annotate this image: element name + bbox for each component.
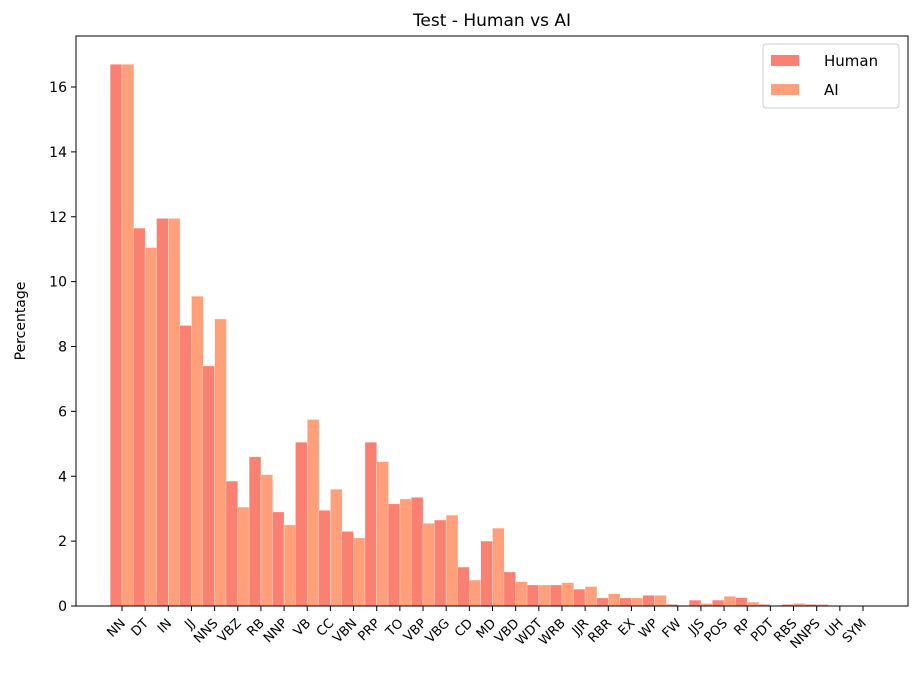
- x-tick-label: WRB: [536, 616, 568, 648]
- bar-human-rbr: [596, 598, 608, 606]
- legend-label-ai: AI: [824, 81, 839, 99]
- bar-human-rp: [735, 598, 747, 606]
- x-tick-label: FW: [660, 616, 685, 641]
- bar-ai-rp: [747, 602, 759, 606]
- x-tick-label: PDT: [748, 616, 777, 645]
- x-tick-label: WP: [636, 616, 661, 641]
- y-tick-label: 6: [58, 404, 67, 420]
- bar-ai-vbn: [354, 538, 366, 606]
- bar-ai-vb: [307, 419, 319, 606]
- x-tick-label: VBN: [330, 616, 360, 646]
- bar-ai-nns: [215, 319, 227, 606]
- bar-ai-rbr: [608, 594, 620, 606]
- bar-ai-vbz: [238, 507, 250, 606]
- x-tick-label: CD: [452, 616, 476, 640]
- bar-human-dt: [133, 228, 145, 606]
- x-tick-label: PRP: [355, 616, 383, 644]
- bar-human-vbn: [342, 531, 354, 606]
- x-tick-label: RBR: [585, 616, 615, 646]
- bar-ai-prp: [377, 462, 389, 606]
- bar-ai-jj: [191, 296, 203, 606]
- bar-ai-jjr: [585, 587, 597, 606]
- y-tick-label: 2: [58, 534, 67, 550]
- y-axis-label: Percentage: [13, 282, 29, 361]
- x-tick-label: IN: [155, 616, 175, 636]
- bar-ai-md: [493, 528, 505, 606]
- bar-human-rb: [249, 457, 261, 606]
- y-tick-label: 8: [58, 340, 67, 356]
- bar-ai-vbg: [446, 515, 458, 606]
- bar-human-to: [388, 504, 400, 606]
- bar-ai-in: [168, 218, 180, 606]
- bar-ai-rb: [261, 475, 273, 606]
- bar-ai-to: [400, 499, 412, 606]
- bar-human-vbg: [434, 520, 446, 606]
- bar-ai-nn: [122, 64, 134, 606]
- bar-human-cd: [458, 567, 470, 606]
- bar-ai-vbp: [423, 523, 435, 606]
- bar-human-wp: [643, 595, 655, 606]
- y-tick-label: 10: [49, 275, 67, 291]
- bar-ai-nnp: [284, 525, 296, 606]
- bar-ai-pos: [724, 596, 736, 606]
- bar-human-jjs: [689, 600, 701, 606]
- x-tick-label: SYM: [840, 616, 870, 646]
- bar-human-cc: [319, 510, 331, 606]
- x-tick-label: VBP: [401, 616, 430, 645]
- x-tick-label: VBZ: [215, 616, 245, 646]
- bar-human-wrb: [550, 585, 562, 606]
- x-tick-label: NN: [104, 616, 128, 640]
- chart-title: Test - Human vs AI: [412, 11, 571, 31]
- x-tick-label: VB: [291, 616, 314, 639]
- bar-human-nns: [203, 366, 215, 606]
- bar-ai-dt: [145, 248, 157, 606]
- bar-ai-vbd: [516, 582, 528, 606]
- y-tick-label: 4: [58, 469, 67, 485]
- bar-human-vbz: [226, 481, 238, 606]
- bar-human-jjr: [573, 589, 585, 606]
- legend: Human AI: [763, 44, 899, 108]
- bar-human-nnp: [272, 512, 284, 606]
- bar-human-wdt: [527, 585, 539, 606]
- bar-ai-cd: [469, 580, 481, 606]
- bar-human-vbp: [411, 497, 423, 606]
- bar-human-md: [481, 541, 493, 606]
- bar-human-jj: [180, 325, 192, 606]
- y-tick-label: 16: [49, 80, 67, 96]
- bar-ai-wrb: [562, 583, 574, 606]
- x-tick-label: NNS: [191, 616, 221, 646]
- bar-ai-ex: [631, 598, 643, 606]
- legend-swatch-human: [771, 55, 799, 66]
- y-tick-label: 0: [58, 599, 67, 615]
- bar-ai-cc: [330, 489, 342, 606]
- bar-ai-wdt: [539, 585, 551, 606]
- legend-swatch-ai: [771, 84, 799, 95]
- x-tick-label: VBG: [423, 616, 453, 646]
- bar-human-pos: [712, 600, 724, 606]
- y-tick-label: 12: [49, 210, 67, 226]
- legend-label-human: Human: [824, 52, 878, 70]
- bar-human-nn: [110, 64, 122, 606]
- bar-human-vb: [295, 442, 307, 606]
- x-tick-label: NNP: [261, 616, 291, 646]
- bar-human-ex: [620, 598, 632, 606]
- bar-human-in: [157, 218, 169, 606]
- x-tick-label: EX: [616, 616, 639, 639]
- x-tick-label: POS: [702, 616, 731, 645]
- y-tick-label: 14: [49, 145, 67, 161]
- bar-human-prp: [365, 442, 377, 606]
- bar-ai-wp: [655, 595, 667, 606]
- bar-human-vbd: [504, 572, 516, 606]
- x-tick-label: DT: [129, 616, 152, 639]
